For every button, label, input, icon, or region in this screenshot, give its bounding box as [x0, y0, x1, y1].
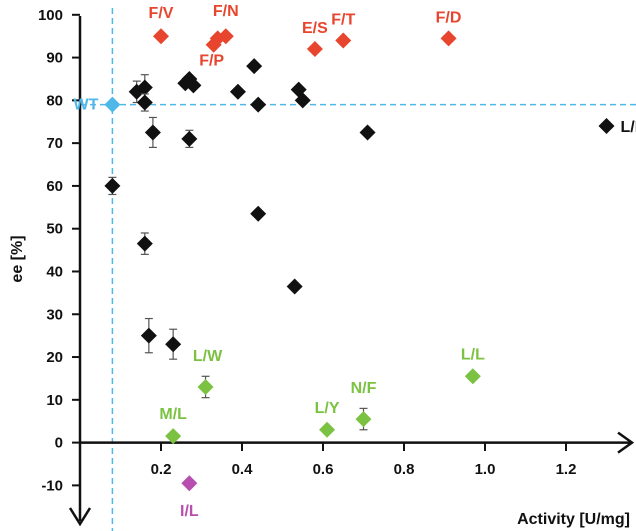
- x-tick-label: 1.2: [556, 461, 577, 478]
- y-tick-label: 40: [46, 263, 63, 280]
- y-axis-arrow: [68, 507, 92, 527]
- point-label: L/L: [461, 346, 485, 363]
- point-label: E/S: [302, 20, 328, 37]
- y-axis-title: ee [%]: [9, 235, 26, 282]
- data-point: [144, 124, 161, 141]
- data-point: [104, 177, 121, 194]
- y-tick-label: 60: [46, 178, 63, 195]
- point-label: WT: [74, 97, 99, 114]
- point-label: F/V: [149, 5, 174, 22]
- point-label: L/Y: [315, 400, 340, 417]
- y-tick-label: 70: [46, 135, 63, 152]
- data-points: [104, 28, 615, 492]
- y-tick-label: 10: [46, 392, 63, 409]
- y-tick-label: 0: [55, 435, 63, 452]
- y-tick-label: 100: [38, 7, 63, 24]
- data-point: [440, 30, 457, 47]
- y-tick-label: 30: [46, 306, 63, 323]
- data-point: [140, 327, 157, 344]
- point-label: I/L: [180, 503, 199, 520]
- data-point: [335, 32, 352, 49]
- point-labels: WT F/V F/P F/N E/SF/T F/D M/L L/W L/Y N/F L/L I/L L/…: [74, 3, 636, 520]
- data-point: [209, 30, 226, 47]
- x-axis-title: Activity [U/mg]: [517, 511, 630, 528]
- data-point: [286, 278, 303, 295]
- y-tick-label: 90: [46, 50, 63, 67]
- y-tick-label: 80: [46, 92, 63, 109]
- point-label: N/F: [351, 380, 377, 397]
- x-tick-label: 0.8: [394, 461, 415, 478]
- point-label: L/I: [621, 119, 636, 136]
- reference-lines: [80, 8, 636, 531]
- tick-labels: -10 0 10 20 30 40 50 60 70 80 90 100 0.2 0.4 0.6 0.8 1.0…: [38, 7, 576, 495]
- data-point: [598, 118, 615, 135]
- point-label: F/N: [213, 3, 239, 20]
- data-point: [136, 235, 153, 252]
- data-point: [181, 130, 198, 147]
- y-tick-label: 20: [46, 349, 63, 366]
- data-point: [217, 28, 234, 45]
- data-point: [136, 79, 153, 96]
- data-point: [306, 41, 323, 58]
- y-tick-label: 50: [46, 221, 63, 238]
- y-tick-label: -10: [41, 477, 63, 494]
- data-point: [355, 411, 372, 428]
- data-point: [181, 475, 198, 492]
- data-point: [136, 94, 153, 111]
- point-label: F/T: [331, 11, 355, 28]
- data-point: [250, 205, 267, 222]
- x-tick-label: 0.6: [313, 461, 334, 478]
- data-point: [153, 28, 169, 45]
- data-point: [319, 421, 336, 438]
- data-point: [229, 83, 246, 100]
- x-tick-label: 0.4: [232, 461, 254, 478]
- data-point: [246, 58, 263, 75]
- data-point: [185, 77, 202, 94]
- data-point: [359, 124, 376, 141]
- data-point: [165, 336, 182, 353]
- point-label: F/D: [436, 9, 462, 26]
- x-tick-label: 1.0: [475, 461, 496, 478]
- point-label: M/L: [159, 406, 187, 423]
- data-point: [294, 92, 311, 109]
- data-point: [464, 368, 481, 385]
- x-axis-arrow: [617, 431, 635, 454]
- x-tick-label: 0.2: [151, 461, 172, 478]
- data-point: [165, 428, 182, 445]
- point-label: F/P: [199, 53, 224, 70]
- point-label: L/W: [193, 348, 223, 365]
- data-point: [250, 96, 267, 113]
- axes: [68, 16, 635, 527]
- data-point: [197, 378, 214, 395]
- data-point: [104, 96, 121, 113]
